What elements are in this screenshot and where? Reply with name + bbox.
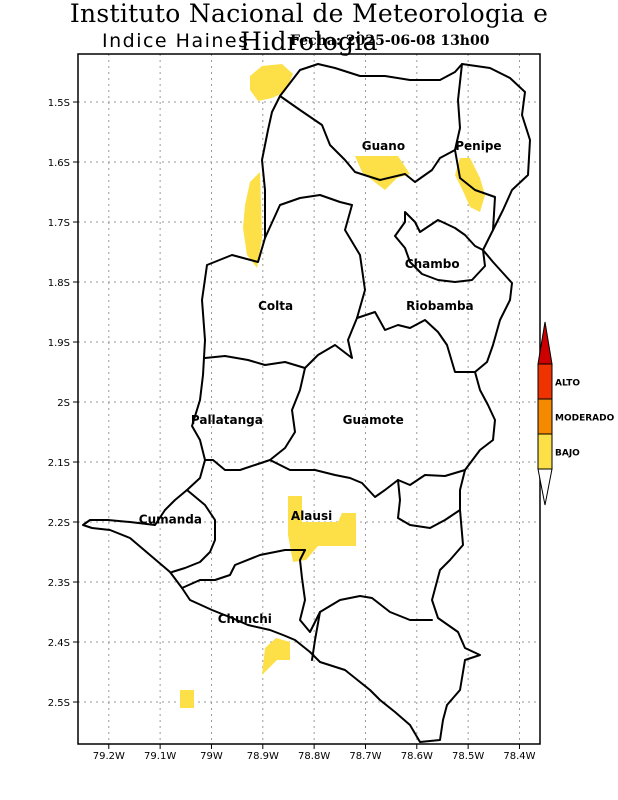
hazard-area-alausi [288,496,356,562]
hazard-area-south [262,638,290,675]
legend-swatch [537,398,553,435]
x-tick-label: 78.9W [247,751,279,762]
x-tick-label: 79W [200,751,223,762]
legend-label: ALTO [555,379,580,389]
y-tick-label: 1.8S [48,278,70,289]
hazard-area-guano [355,156,410,190]
y-tick-label: 2.1S [48,458,70,469]
hazard-area-southwest [180,690,194,708]
x-tick-label: 79.2W [93,751,125,762]
x-tick-label: 79.1W [144,751,176,762]
region-label: Cumanda [139,513,202,527]
x-tick-label: 78.4W [503,751,535,762]
border-south-inner [311,611,321,661]
x-tick-label: 78.5W [452,751,484,762]
border-chunchi-north [181,549,306,589]
y-tick-label: 2.4S [48,638,70,649]
haines-legend: ALTO MODERADO BAJO [537,321,615,506]
forecast-datetime: Fecha: 2025-06-08 13h00 [290,33,490,49]
y-tick-label: 1.9S [48,338,70,349]
border-cumanda [171,489,216,573]
canton-borders [82,63,531,743]
border-guamote-south [269,459,466,498]
border-chunchi-east [299,549,433,633]
y-tick-label: 2S [57,398,70,409]
x-tick-label: 78.7W [349,751,381,762]
y-tick-label: 2.3S [48,578,70,589]
y-tick-label: 2.5S [48,698,70,709]
map-title: Instituto Nacional de Meteorologia e Hid… [69,0,549,56]
hazard-area-west-strip [243,172,262,268]
legend-label: BAJO [555,449,580,459]
map-frame [77,53,541,745]
region-label: Alausi [291,509,332,523]
axis-ticks: 79.2W 79.1W 79W 78.9W 78.8W 78.7W 78.6W 78.5W 78… [48,98,536,762]
region-label: Chambo [405,257,460,271]
legend-bottom-arrow [537,468,553,506]
border-chambo [394,211,486,283]
border-alausi-east [397,479,461,529]
hazard-area-north [250,64,293,101]
legend-swatch [537,363,553,400]
border-colta-south [204,317,358,369]
border-guano-south [279,63,463,183]
region-label: Chunchi [218,612,272,626]
legend-swatch [537,433,553,470]
map-subtitle: Indice Haines [102,30,250,52]
y-tick-label: 1.7S [48,218,70,229]
x-tick-label: 78.8W [298,751,330,762]
region-label: Penipe [455,139,501,153]
y-tick-label: 1.6S [48,158,70,169]
y-tick-label: 2.2S [48,518,70,529]
legend-label: MODERADO [555,414,615,424]
region-label: Pallatanga [191,413,263,427]
region-labels: Guano Penipe Chambo Colta Riobamba Pallatanga… [139,139,502,626]
region-label: Colta [258,299,293,313]
border-colta-north [264,194,366,319]
region-label: Riobamba [406,299,473,313]
province-outline [82,63,531,743]
border-guano-penipe [454,149,496,231]
y-tick-label: 1.5S [48,98,70,109]
border-riobamba-west [356,311,476,373]
map-grid [78,54,540,744]
x-tick-label: 78.6W [401,751,433,762]
region-label: Guano [362,139,405,153]
region-label: Guamote [343,413,404,427]
